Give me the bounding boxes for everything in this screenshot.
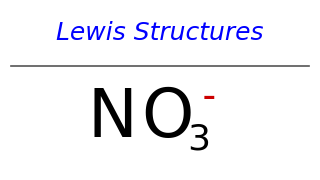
Text: O: O <box>141 85 193 151</box>
Text: N: N <box>87 85 137 151</box>
Text: –: – <box>203 85 215 109</box>
Text: 3: 3 <box>187 123 210 157</box>
Text: Lewis Structures: Lewis Structures <box>56 21 264 45</box>
